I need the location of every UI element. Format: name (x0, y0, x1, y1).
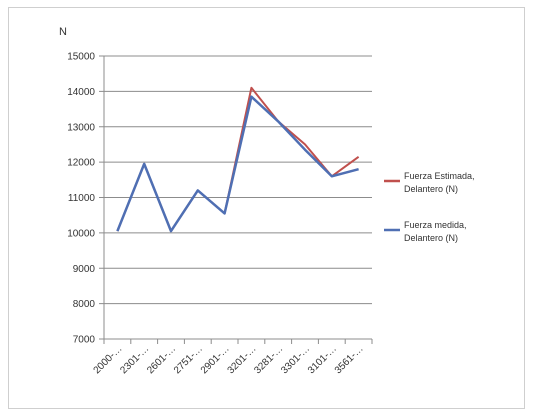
y-axis-label: N (59, 26, 67, 38)
x-tick-label: 2301-… (118, 343, 151, 376)
chart-frame (8, 7, 525, 409)
x-tick-label: 3201-… (226, 343, 259, 376)
y-tick-label: 10000 (67, 228, 95, 239)
x-tick-label: 3561-… (333, 343, 366, 376)
y-tick-label: 14000 (67, 87, 95, 98)
series-line-2 (116, 95, 359, 233)
y-tick-label: 8000 (73, 299, 96, 310)
y-tick-label: 9000 (73, 264, 96, 275)
legend-label: Fuerza medida, Delantero (N) (404, 220, 467, 243)
x-tick-label: 2751-… (172, 343, 205, 376)
y-tick-label: 12000 (67, 158, 95, 169)
y-tick-label: 15000 (67, 52, 95, 63)
x-tick-label: 3301-… (279, 343, 312, 376)
y-tick-label: 13000 (67, 122, 95, 133)
x-tick-label: 2901-… (199, 343, 232, 376)
legend-label: Fuerza Estimada, Delantero (N) (404, 171, 475, 194)
y-tick-label: 7000 (73, 335, 96, 346)
y-tick-label: 11000 (68, 193, 96, 204)
x-tick-label: 3101-… (306, 343, 339, 376)
x-tick-label: 2000-… (92, 343, 125, 376)
x-tick-label: 2601-… (145, 343, 178, 376)
x-tick-label: 3281-… (252, 343, 285, 376)
